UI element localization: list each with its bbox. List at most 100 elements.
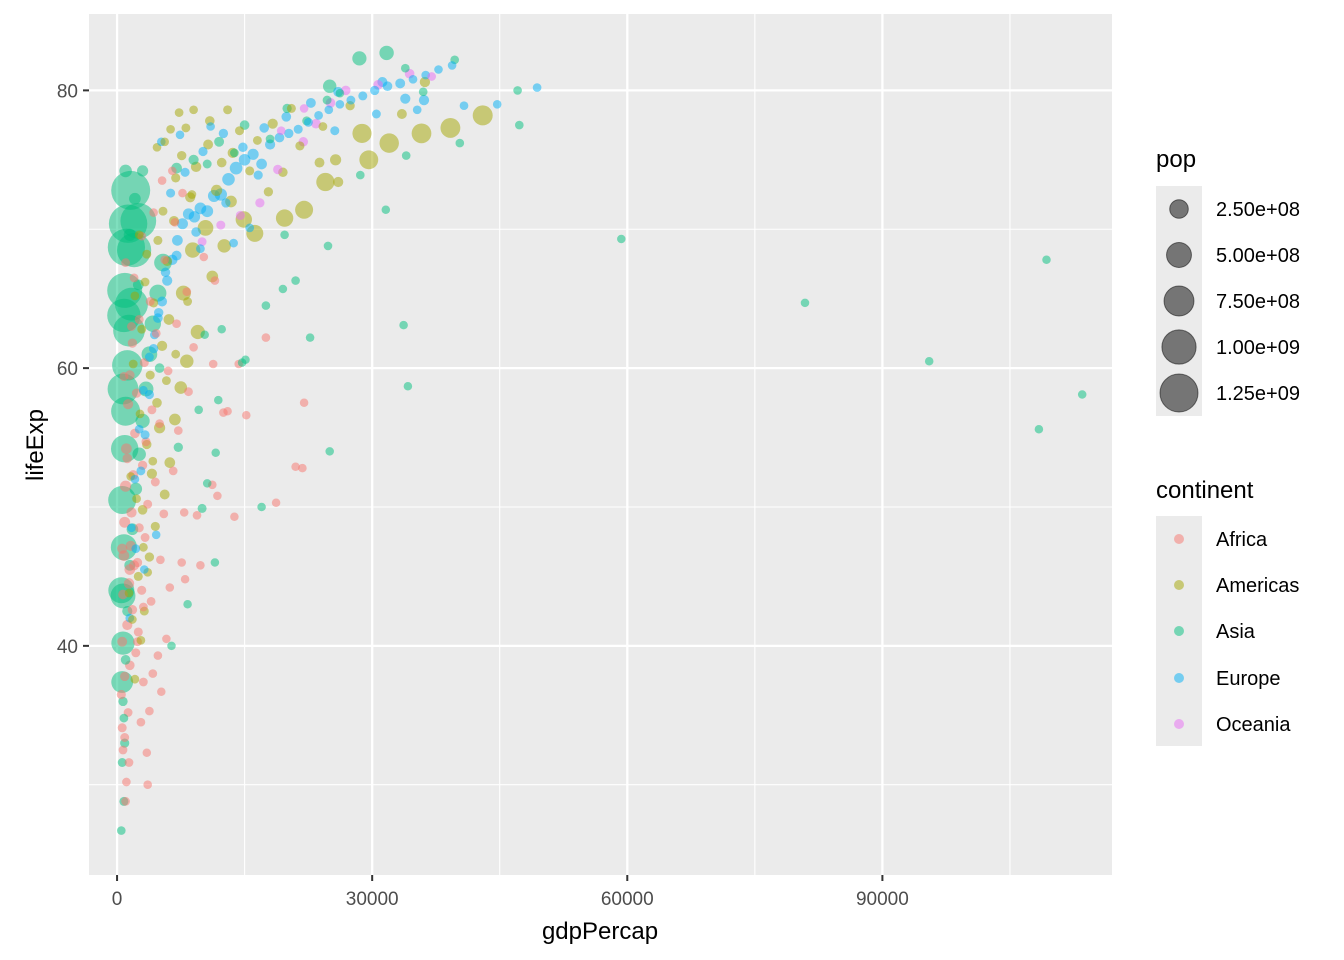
data-point-asia xyxy=(352,51,367,66)
data-point-asia xyxy=(214,395,223,405)
data-point-americas xyxy=(128,615,137,624)
data-point-africa xyxy=(120,480,132,492)
data-point-americas xyxy=(419,76,431,88)
data-point-africa xyxy=(123,578,135,589)
data-point-europe xyxy=(346,95,356,105)
x-tick-label: 0 xyxy=(112,889,123,910)
data-point-africa xyxy=(139,602,148,612)
data-point-africa xyxy=(124,758,134,767)
data-point-asia xyxy=(335,88,345,98)
data-point-europe xyxy=(371,109,381,119)
data-point-africa xyxy=(123,399,134,410)
data-point-americas xyxy=(133,571,143,581)
color-legend: continent Africa Americas Asia Europe Oceani… xyxy=(1156,477,1299,746)
data-point-africa xyxy=(153,651,163,660)
data-point-europe xyxy=(274,132,285,143)
data-point-africa xyxy=(165,583,175,592)
data-point-asia xyxy=(123,228,136,241)
data-point-asia xyxy=(401,151,411,160)
data-point-americas xyxy=(396,109,407,119)
x-tick-label: 90000 xyxy=(856,889,909,910)
data-point-europe xyxy=(177,218,188,230)
data-point-europe xyxy=(162,275,173,286)
data-point-asia xyxy=(200,330,209,340)
data-point-asia xyxy=(120,654,131,665)
data-point-europe xyxy=(182,208,195,220)
data-point-africa xyxy=(127,338,138,348)
data-point-africa xyxy=(141,437,151,447)
data-point-americas xyxy=(171,173,181,183)
data-point-americas xyxy=(174,381,188,394)
data-point-europe xyxy=(492,100,502,109)
color-legend-key-europe xyxy=(1174,673,1184,683)
data-point-oceania xyxy=(216,220,226,230)
data-point-europe xyxy=(330,126,340,136)
data-point-americas xyxy=(144,552,155,562)
data-point-asia xyxy=(617,234,626,244)
data-point-oceania xyxy=(235,210,245,220)
data-point-africa xyxy=(242,411,251,420)
data-point-africa xyxy=(172,319,181,329)
data-point-asia xyxy=(173,442,183,452)
data-point-europe xyxy=(196,244,205,254)
data-point-asia xyxy=(183,599,192,609)
data-point-europe xyxy=(324,105,334,115)
y-axis-title: lifeExp xyxy=(22,409,49,481)
data-point-europe xyxy=(284,128,294,139)
data-point-africa xyxy=(121,443,132,455)
data-point-asia xyxy=(108,485,137,515)
data-point-africa xyxy=(145,297,155,306)
size-legend-key xyxy=(1161,329,1197,365)
data-point-asia xyxy=(132,447,146,461)
data-point-americas xyxy=(183,297,193,306)
color-legend-label-europe: Europe xyxy=(1216,668,1281,690)
data-point-africa xyxy=(136,717,146,727)
data-point-asia xyxy=(217,324,226,334)
data-point-europe xyxy=(171,250,182,261)
data-point-europe xyxy=(166,188,176,198)
data-point-africa xyxy=(120,733,130,742)
data-point-asia xyxy=(115,287,148,321)
color-legend-key-oceania xyxy=(1174,719,1184,729)
data-point-africa xyxy=(213,491,222,501)
data-point-americas xyxy=(216,157,227,168)
data-point-americas xyxy=(157,340,168,351)
data-point-europe xyxy=(245,223,255,233)
data-point-europe xyxy=(148,344,159,354)
data-point-africa xyxy=(155,419,164,429)
data-point-americas xyxy=(171,349,181,359)
size-legend-label: 1.00e+09 xyxy=(1216,337,1300,359)
data-point-europe xyxy=(194,202,207,215)
size-legend-label: 1.25e+09 xyxy=(1216,383,1300,405)
data-point-africa xyxy=(146,597,156,606)
data-point-europe xyxy=(221,198,231,208)
data-point-americas xyxy=(152,397,162,408)
data-point-europe xyxy=(144,352,154,362)
data-point-africa xyxy=(159,509,169,519)
data-point-americas xyxy=(318,122,328,131)
data-point-americas xyxy=(245,166,255,176)
data-point-africa xyxy=(143,499,153,509)
data-point-europe xyxy=(293,124,303,134)
data-point-americas xyxy=(148,456,158,466)
data-point-americas xyxy=(263,187,274,197)
data-point-africa xyxy=(122,777,131,787)
data-point-europe xyxy=(314,111,323,120)
data-point-africa xyxy=(143,780,152,789)
data-point-africa xyxy=(129,273,139,283)
data-point-americas xyxy=(159,489,170,500)
data-point-africa xyxy=(117,723,127,733)
data-point-asia xyxy=(129,192,141,205)
data-point-africa xyxy=(120,671,130,682)
data-point-europe xyxy=(459,101,469,111)
data-point-africa xyxy=(142,748,152,758)
data-point-europe xyxy=(134,424,144,434)
data-point-asia xyxy=(325,447,334,456)
data-point-africa xyxy=(157,687,166,696)
data-point-oceania xyxy=(276,126,286,135)
data-point-asia xyxy=(403,381,413,391)
data-point-africa xyxy=(196,561,205,570)
data-point-asia xyxy=(154,363,165,373)
data-point-europe xyxy=(532,83,542,92)
color-legend-key-americas xyxy=(1174,580,1184,590)
